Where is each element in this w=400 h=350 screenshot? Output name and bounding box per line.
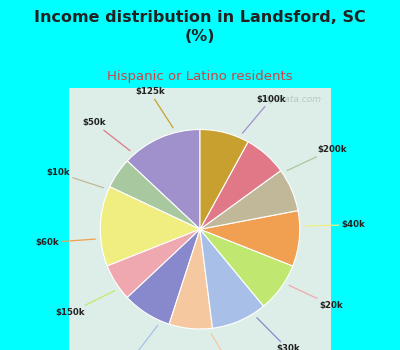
Wedge shape [200,142,281,229]
Text: > $200k: > $200k [211,334,253,350]
Text: $100k: $100k [242,94,286,133]
Text: $125k: $125k [135,88,173,128]
Wedge shape [100,187,200,266]
Text: $30k: $30k [257,318,300,350]
Wedge shape [200,170,298,229]
Text: Income distribution in Landsford, SC
(%): Income distribution in Landsford, SC (%) [34,10,366,44]
Text: $10k: $10k [46,168,104,188]
Wedge shape [200,211,300,266]
Text: $50k: $50k [83,118,130,151]
Text: $60k: $60k [35,238,95,247]
Wedge shape [169,229,212,329]
Wedge shape [200,229,264,328]
Wedge shape [127,229,200,324]
Wedge shape [127,130,200,229]
Text: $75k: $75k [120,326,158,350]
Text: City-Data.com: City-Data.com [258,95,322,104]
Text: $40k: $40k [305,220,366,229]
Text: $200k: $200k [287,145,347,170]
Text: $20k: $20k [289,285,344,310]
Wedge shape [110,161,200,229]
Wedge shape [200,130,248,229]
Wedge shape [107,229,200,298]
Wedge shape [200,229,293,306]
Text: $150k: $150k [56,290,115,317]
Text: Hispanic or Latino residents: Hispanic or Latino residents [107,70,293,83]
